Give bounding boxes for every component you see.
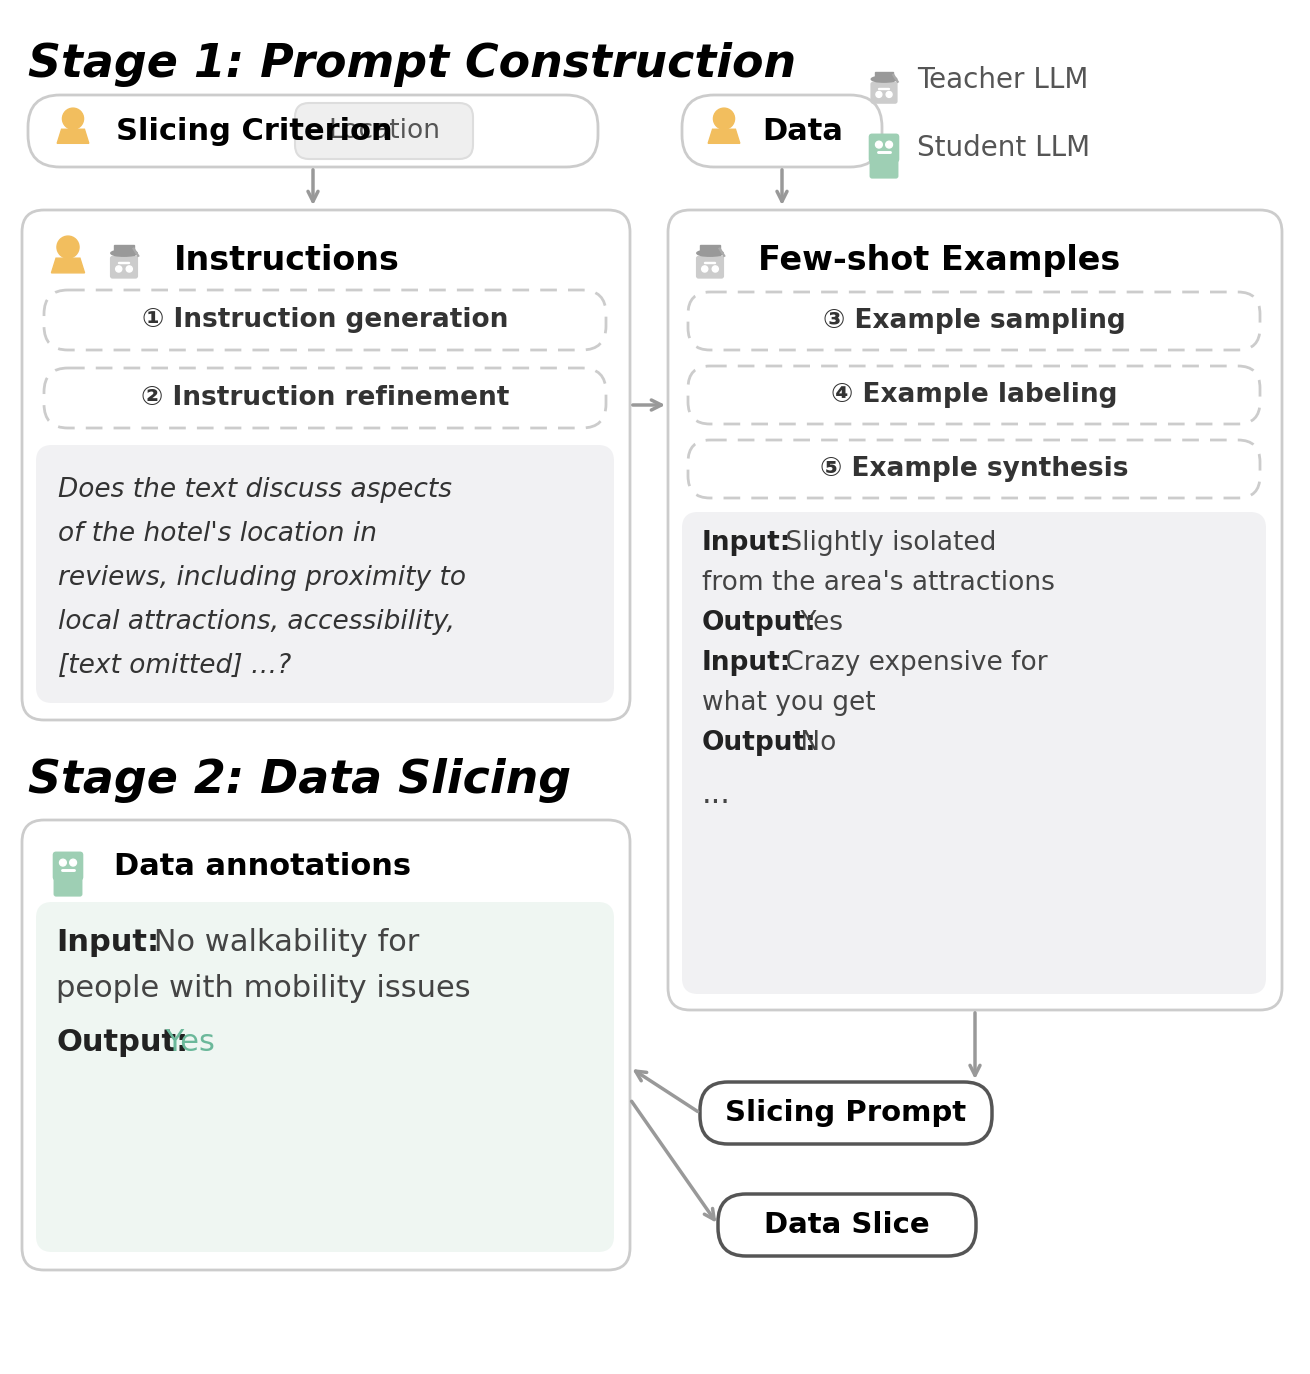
Text: No walkability for: No walkability for	[144, 927, 419, 958]
Text: Instructions: Instructions	[174, 243, 400, 276]
Text: ⑤ Example synthesis: ⑤ Example synthesis	[820, 456, 1128, 482]
FancyBboxPatch shape	[22, 210, 630, 720]
FancyBboxPatch shape	[870, 81, 897, 104]
Text: ① Instruction generation: ① Instruction generation	[141, 306, 508, 333]
Text: [text omitted] …?: [text omitted] …?	[58, 653, 291, 679]
FancyBboxPatch shape	[52, 852, 84, 881]
Circle shape	[886, 142, 892, 148]
Text: Location: Location	[328, 118, 440, 144]
FancyBboxPatch shape	[688, 365, 1260, 425]
Ellipse shape	[111, 250, 138, 256]
Text: Student LLM: Student LLM	[917, 135, 1090, 162]
FancyBboxPatch shape	[688, 293, 1260, 350]
Text: Slicing Prompt: Slicing Prompt	[726, 1099, 967, 1127]
Circle shape	[714, 109, 735, 129]
FancyBboxPatch shape	[295, 103, 473, 159]
Text: local attractions, accessibility,: local attractions, accessibility,	[58, 609, 455, 635]
Text: from the area's attractions: from the area's attractions	[702, 570, 1055, 596]
Text: what you get: what you get	[702, 690, 875, 716]
FancyBboxPatch shape	[683, 513, 1265, 993]
Text: ...: ...	[702, 780, 731, 809]
FancyBboxPatch shape	[45, 368, 607, 427]
FancyBboxPatch shape	[668, 210, 1282, 1010]
Polygon shape	[709, 129, 740, 143]
Text: Input:: Input:	[56, 927, 159, 958]
FancyBboxPatch shape	[700, 1081, 992, 1145]
FancyBboxPatch shape	[54, 877, 83, 897]
Text: Input:: Input:	[702, 650, 791, 676]
Ellipse shape	[697, 250, 723, 256]
Text: Output:: Output:	[702, 610, 816, 636]
Text: Stage 1: Prompt Construction: Stage 1: Prompt Construction	[28, 43, 796, 87]
Text: reviews, including proximity to: reviews, including proximity to	[58, 565, 466, 591]
Text: Teacher LLM: Teacher LLM	[917, 66, 1089, 93]
Text: Output:: Output:	[56, 1028, 189, 1057]
Polygon shape	[51, 258, 85, 273]
Circle shape	[63, 109, 84, 129]
FancyBboxPatch shape	[22, 820, 630, 1270]
Text: Data: Data	[762, 117, 842, 146]
Circle shape	[115, 267, 122, 272]
Text: Stage 2: Data Slicing: Stage 2: Data Slicing	[28, 758, 571, 802]
FancyBboxPatch shape	[110, 256, 138, 279]
Text: Crazy expensive for: Crazy expensive for	[777, 650, 1048, 676]
Bar	[875, 71, 893, 81]
FancyBboxPatch shape	[35, 445, 614, 703]
Text: Input:: Input:	[702, 530, 791, 556]
Circle shape	[875, 142, 883, 148]
FancyBboxPatch shape	[870, 158, 899, 179]
Text: Slicing Criterion: Slicing Criterion	[117, 117, 393, 146]
Circle shape	[876, 92, 882, 98]
Text: of the hotel's location in: of the hotel's location in	[58, 521, 377, 547]
Bar	[114, 245, 134, 256]
Circle shape	[886, 92, 892, 98]
Circle shape	[69, 859, 76, 866]
Text: Yes: Yes	[793, 610, 844, 636]
Text: Does the text discuss aspects: Does the text discuss aspects	[58, 477, 452, 503]
Text: Slightly isolated: Slightly isolated	[777, 530, 997, 556]
FancyBboxPatch shape	[683, 95, 882, 168]
Polygon shape	[58, 129, 89, 143]
Text: Yes: Yes	[156, 1028, 215, 1057]
Circle shape	[713, 267, 718, 272]
Text: ④ Example labeling: ④ Example labeling	[831, 382, 1117, 408]
Text: ③ Example sampling: ③ Example sampling	[823, 308, 1125, 334]
Text: Data annotations: Data annotations	[114, 852, 411, 881]
FancyBboxPatch shape	[869, 133, 899, 162]
FancyBboxPatch shape	[696, 256, 724, 279]
FancyBboxPatch shape	[688, 440, 1260, 497]
Text: Few-shot Examples: Few-shot Examples	[758, 243, 1120, 276]
FancyBboxPatch shape	[35, 901, 614, 1252]
FancyBboxPatch shape	[45, 290, 607, 350]
FancyBboxPatch shape	[28, 95, 597, 168]
Circle shape	[56, 236, 79, 258]
Text: Data Slice: Data Slice	[764, 1210, 930, 1239]
Circle shape	[702, 267, 707, 272]
Ellipse shape	[871, 76, 897, 82]
Circle shape	[59, 859, 67, 866]
Text: No: No	[793, 730, 836, 756]
Circle shape	[126, 267, 132, 272]
Bar	[701, 245, 719, 256]
FancyBboxPatch shape	[718, 1194, 976, 1256]
Text: ② Instruction refinement: ② Instruction refinement	[140, 385, 510, 411]
Text: Output:: Output:	[702, 730, 816, 756]
Text: people with mobility issues: people with mobility issues	[56, 974, 470, 1003]
